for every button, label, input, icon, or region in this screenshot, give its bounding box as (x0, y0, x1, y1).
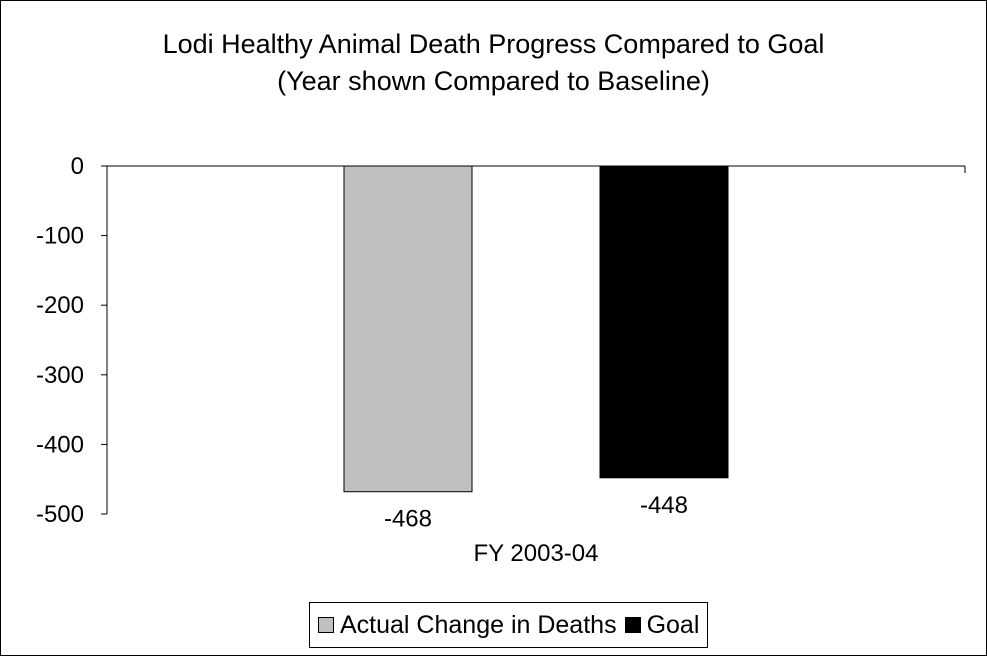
x-category-label: FY 2003-04 (474, 540, 599, 567)
legend-label-goal: Goal (646, 610, 700, 639)
legend-item-goal: Goal (624, 610, 700, 640)
legend-swatch-actual (318, 617, 334, 633)
chart-title-line1: Lodi Healthy Animal Death Progress Compa… (162, 29, 825, 59)
labels-group: -468 -448 FY 2003-04 (384, 492, 688, 567)
chart-title-line2: (Year shown Compared to Baseline) (277, 66, 710, 96)
chart-legend: Actual Change in Deaths Goal (309, 602, 709, 648)
y-tick-label: -400 (36, 431, 84, 458)
data-label-goal: -448 (640, 492, 688, 519)
y-tick-label: -300 (36, 362, 84, 389)
legend-swatch-goal (624, 617, 641, 633)
legend-item-actual: Actual Change in Deaths (318, 611, 617, 640)
bar-actual-change (343, 165, 473, 493)
data-label-actual: -468 (384, 506, 432, 533)
y-tick-label: -500 (36, 501, 84, 528)
bar-goal (599, 165, 729, 479)
axes-group: 0 -100 -200 -300 -400 -500 (36, 153, 966, 528)
bar-chart: 0 -100 -200 -300 -400 -500 -468 -448 FY 2003-04 (36, 153, 966, 567)
y-tick-label: -100 (36, 223, 84, 250)
chart-title: Lodi Healthy Animal Death Progress Compa… (0, 26, 987, 100)
bars-group (343, 165, 729, 493)
y-tick-label: -200 (36, 292, 84, 319)
legend-label-actual: Actual Change in Deaths (340, 610, 617, 639)
y-tick-label: 0 (71, 153, 84, 180)
